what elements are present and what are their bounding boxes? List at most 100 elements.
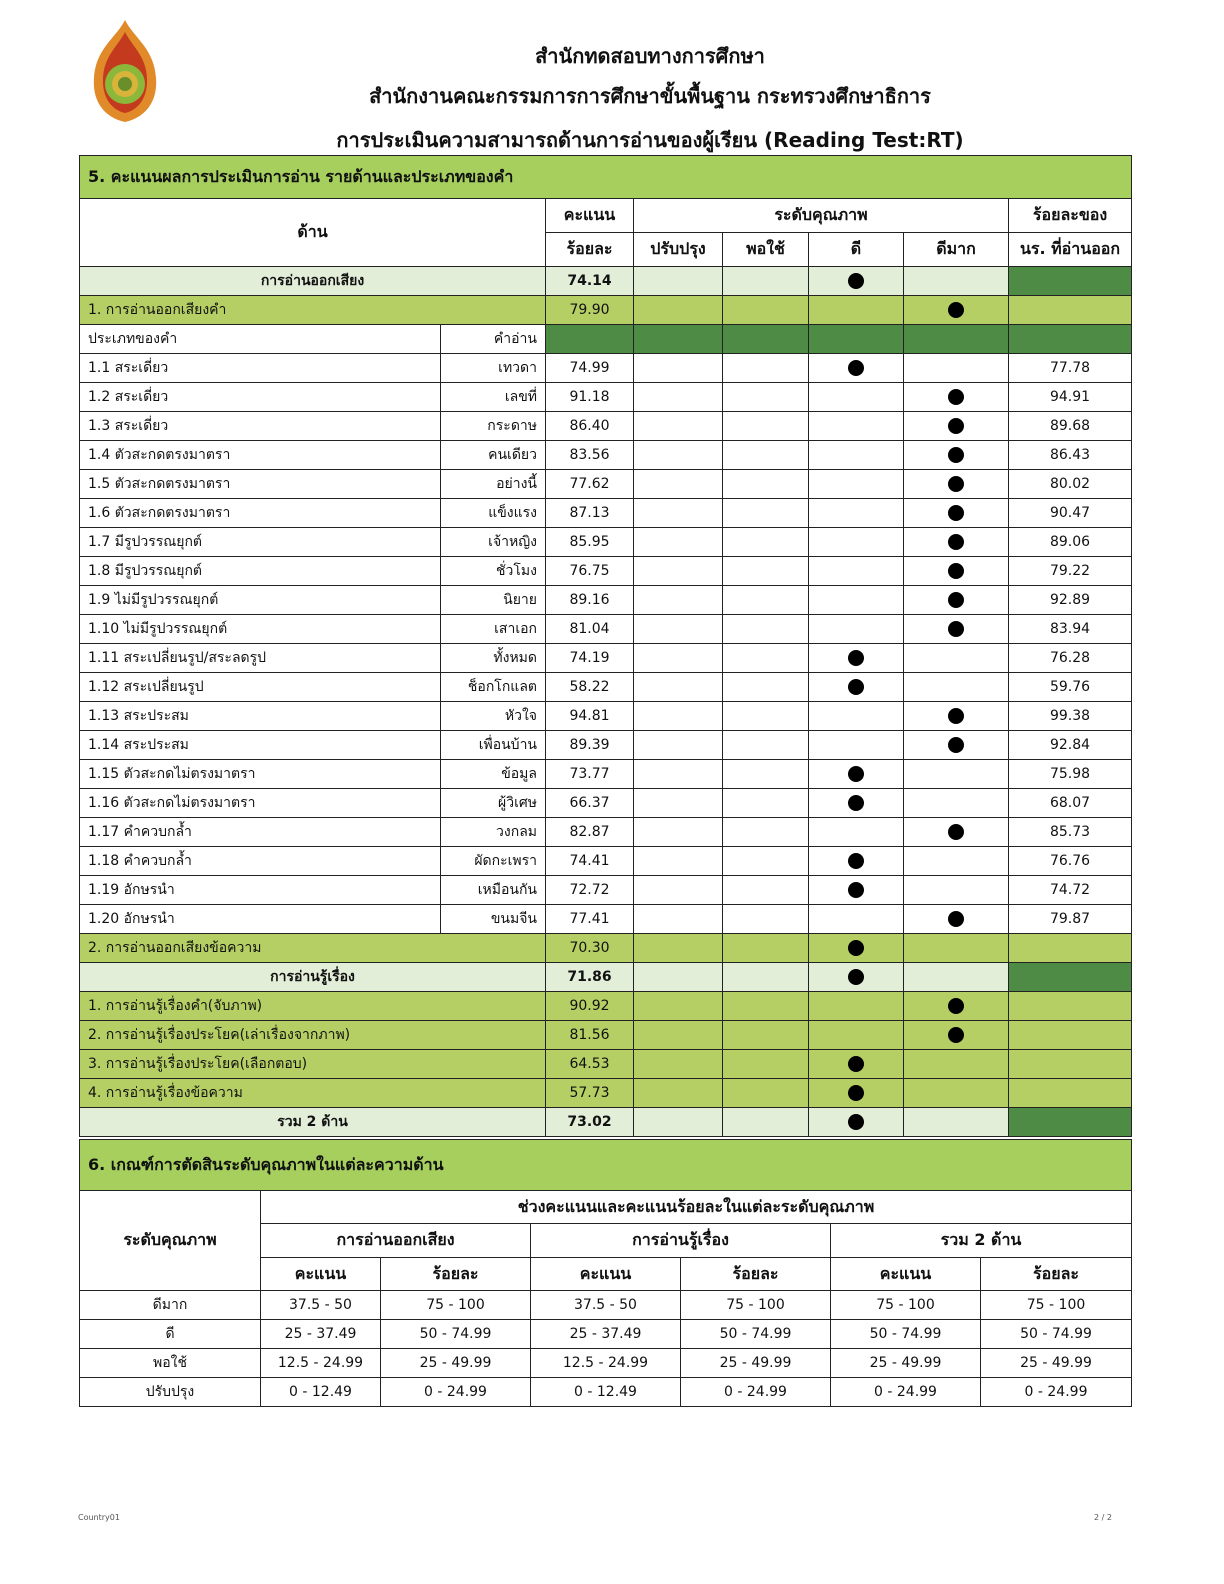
level-good-cell — [808, 469, 904, 499]
subheader-score: คะแนน — [530, 1257, 681, 1291]
level-marker-dot-icon — [948, 708, 964, 724]
criteria-range: 25 - 37.49 — [530, 1319, 681, 1349]
criteria-range: 12.5 - 24.99 — [530, 1348, 681, 1378]
percent-cell — [1007, 1107, 1133, 1137]
level-marker-dot-icon — [948, 534, 964, 550]
word-label: ทั้งหมด — [440, 643, 546, 673]
criteria-range: 37.5 - 50 — [260, 1290, 381, 1320]
table-row-item: 1.13 สระประสม หัวใจ 94.81 99.38 — [79, 701, 1133, 731]
score-value: 57.73 — [545, 1078, 634, 1108]
level-fair-cell — [722, 933, 809, 963]
level-fair-cell — [722, 440, 809, 470]
word-label: เหมือนกัน — [440, 875, 546, 905]
table-row-item: 1.10 ไม่มีรูปวรรณยุกต์ เสาเอก 81.04 83.94 — [79, 614, 1133, 644]
level-improve-cell — [633, 701, 723, 731]
percent-value: 85.73 — [1007, 817, 1133, 847]
level-excellent-header: ดีมาก — [903, 232, 1009, 267]
level-good-cell — [808, 1049, 904, 1079]
score-value: 74.41 — [545, 846, 634, 876]
level-improve-header: ปรับปรุง — [633, 232, 723, 267]
level-improve-cell — [633, 614, 723, 644]
criteria-level: ดีมาก — [79, 1290, 261, 1320]
level-good-cell — [808, 1078, 904, 1108]
level-excellent-cell — [903, 672, 1009, 702]
page-number: 2 / 2 — [1094, 1513, 1112, 1522]
criteria-range: 25 - 37.49 — [260, 1319, 381, 1349]
level-good-cell — [808, 846, 904, 876]
level-marker-dot-icon — [948, 389, 964, 405]
percent-value: 94.91 — [1007, 382, 1133, 412]
level-marker-dot-icon — [848, 882, 864, 898]
percent-cell — [1007, 1049, 1133, 1079]
empty-cell — [722, 324, 809, 354]
score-value: 90.92 — [545, 991, 634, 1021]
score-value: 72.72 — [545, 875, 634, 905]
word-type-label: 1.1 สระเดี่ยว — [79, 353, 441, 383]
dimension-label: รวม 2 ด้าน — [79, 1107, 546, 1137]
score-value: 64.53 — [545, 1049, 634, 1079]
level-excellent-cell — [903, 730, 1009, 760]
level-fair-cell — [722, 382, 809, 412]
level-good-cell — [808, 730, 904, 760]
level-marker-dot-icon — [848, 853, 864, 869]
empty-cell — [903, 324, 1009, 354]
dimension-label: 3. การอ่านรู้เรื่องประโยค(เลือกตอบ) — [79, 1049, 546, 1079]
level-fair-cell — [722, 846, 809, 876]
level-marker-dot-icon — [948, 737, 964, 753]
word-label: ผู้วิเศษ — [440, 788, 546, 818]
percent-value: 79.87 — [1007, 904, 1133, 934]
dimension-header: ด้าน — [79, 198, 546, 267]
empty-cell — [545, 324, 634, 354]
level-good-cell — [808, 701, 904, 731]
score-header: คะแนน — [545, 198, 634, 233]
level-excellent-cell — [903, 933, 1009, 963]
table-row-sub: 4. การอ่านรู้เรื่องข้อความ 57.73 — [79, 1078, 1133, 1108]
word-type-label: 1.6 ตัวสะกดตรงมาตรา — [79, 498, 441, 528]
level-good-cell — [808, 266, 904, 296]
level-marker-dot-icon — [948, 621, 964, 637]
level-marker-dot-icon — [848, 360, 864, 376]
score-value: 73.77 — [545, 759, 634, 789]
word-label: ช็อกโกแลต — [440, 672, 546, 702]
score-value: 89.39 — [545, 730, 634, 760]
level-improve-cell — [633, 1020, 723, 1050]
level-improve-cell — [633, 759, 723, 789]
level-excellent-cell — [903, 904, 1009, 934]
dimension-label: 2. การอ่านรู้เรื่องประโยค(เล่าเรื่องจากภ… — [79, 1020, 546, 1050]
level-fair-cell — [722, 962, 809, 992]
empty-cell — [808, 324, 904, 354]
percent-value: 90.47 — [1007, 498, 1133, 528]
criteria-range: 12.5 - 24.99 — [260, 1348, 381, 1378]
header-line-2: สำนักงานคณะกรรมการการศึกษาขั้นพื้นฐาน กร… — [369, 84, 931, 108]
level-improve-cell — [633, 527, 723, 557]
word-label: ขนมจีน — [440, 904, 546, 934]
table-row-item: 1.19 อักษรนำ เหมือนกัน 72.72 74.72 — [79, 875, 1133, 905]
level-good-cell — [808, 904, 904, 934]
level-improve-cell — [633, 411, 723, 441]
criteria-range: 25 - 49.99 — [380, 1348, 531, 1378]
score-value: 83.56 — [545, 440, 634, 470]
word-type-label: 1.10 ไม่มีรูปวรรณยุกต์ — [79, 614, 441, 644]
level-improve-cell — [633, 1049, 723, 1079]
table-row-item: 1.15 ตัวสะกดไม่ตรงมาตรา ข้อมูล 73.77 75.98 — [79, 759, 1133, 789]
percent-value: 76.28 — [1007, 643, 1133, 673]
score-value: 73.02 — [545, 1107, 634, 1137]
ministry-emblem-logo — [93, 20, 157, 122]
percent-value: 77.78 — [1007, 353, 1133, 383]
level-excellent-cell — [903, 353, 1009, 383]
table-row-item: 1.3 สระเดี่ยว กระดาษ 86.40 89.68 — [79, 411, 1133, 441]
level-improve-cell — [633, 498, 723, 528]
percent-value: 79.22 — [1007, 556, 1133, 586]
level-improve-cell — [633, 846, 723, 876]
criteria-range: 0 - 12.49 — [260, 1377, 381, 1407]
subheader-percent: ร้อยละ — [979, 1257, 1133, 1291]
word-label: คนเดียว — [440, 440, 546, 470]
word-type-label: 1.16 ตัวสะกดไม่ตรงมาตรา — [79, 788, 441, 818]
level-good-cell — [808, 991, 904, 1021]
criteria-range: 0 - 12.49 — [530, 1377, 681, 1407]
level-fair-cell — [722, 614, 809, 644]
word-label: เพื่อนบ้าน — [440, 730, 546, 760]
level-good-cell — [808, 1107, 904, 1137]
score-value: 87.13 — [545, 498, 634, 528]
